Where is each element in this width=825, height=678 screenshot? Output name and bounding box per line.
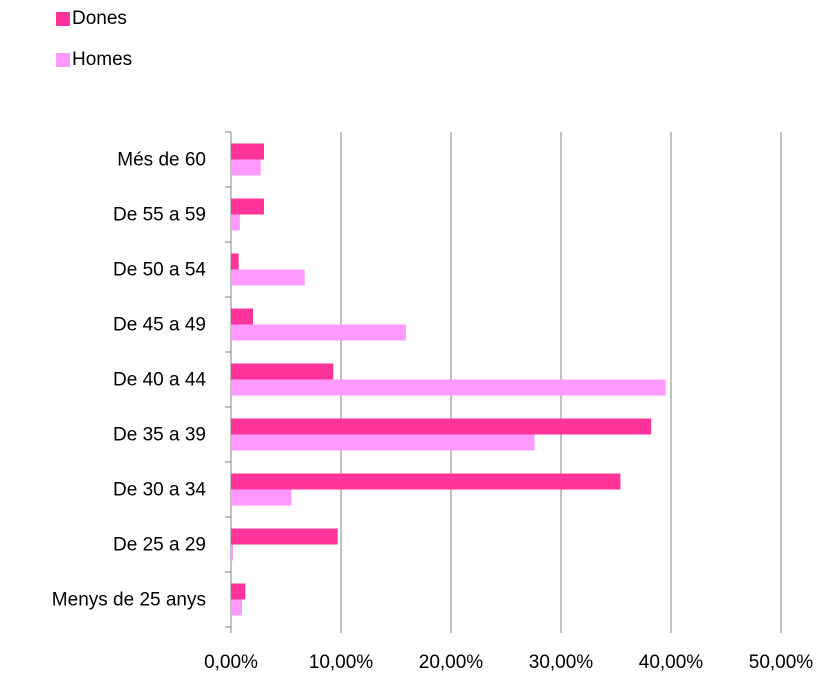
bar-homes-de-55-a-59 [231, 214, 240, 231]
x-tick-label: 0,00% [204, 652, 258, 673]
bar-dones-de-50-a-54 [231, 253, 239, 270]
legend-swatch-dones [56, 11, 70, 26]
legend-swatch-homes [56, 52, 70, 67]
y-tick-label-de-25-a-29: De 25 a 29 [113, 535, 206, 556]
y-tick-label-de-30-a-34: De 30 a 34 [113, 480, 206, 501]
y-tick-label-de-50-a-54: De 50 a 54 [113, 260, 206, 281]
legend-label-dones: Dones [72, 7, 127, 29]
x-tick-label: 10,00% [309, 652, 374, 673]
bar-dones-de-40-a-44 [231, 363, 334, 380]
x-tick-label: 20,00% [419, 652, 484, 673]
y-tick-label-menys-de-25-anys: Menys de 25 anys [52, 590, 206, 611]
bar-homes-de-50-a-54 [231, 269, 305, 286]
bar-dones-de-55-a-59 [231, 198, 264, 215]
legend-item-homes: Homes [56, 49, 132, 70]
bar-homes-de-40-a-44 [231, 379, 666, 396]
bar-dones-de-35-a-39 [231, 418, 652, 435]
y-tick-label-de-45-a-49: De 45 a 49 [113, 315, 206, 336]
bar-dones-m-s-de-60 [231, 143, 264, 160]
bar-dones-menys-de-25-anys [231, 583, 246, 600]
legend-item-dones: Dones [56, 8, 132, 29]
x-tick-label: 40,00% [639, 652, 704, 673]
bar-homes-de-30-a-34 [231, 489, 292, 506]
bar-homes-de-45-a-49 [231, 324, 406, 341]
x-tick-label: 50,00% [749, 652, 814, 673]
bar-homes-de-35-a-39 [231, 434, 535, 451]
bar-homes-menys-de-25-anys [231, 599, 242, 616]
y-tick-label-de-35-a-39: De 35 a 39 [113, 425, 206, 446]
x-tick-label: 30,00% [529, 652, 594, 673]
chart-legend: Dones Homes [56, 8, 132, 70]
bar-dones-de-25-a-29 [231, 528, 338, 545]
y-tick-label-de-40-a-44: De 40 a 44 [113, 370, 206, 391]
y-tick-label-m-s-de-60: Més de 60 [117, 150, 206, 171]
bar-dones-de-45-a-49 [231, 308, 253, 325]
bar-homes-de-25-a-29 [231, 544, 234, 561]
y-tick-label-de-55-a-59: De 55 a 59 [113, 205, 206, 226]
legend-label-homes: Homes [72, 48, 133, 70]
bar-dones-de-30-a-34 [231, 473, 621, 490]
bar-homes-m-s-de-60 [231, 159, 261, 176]
